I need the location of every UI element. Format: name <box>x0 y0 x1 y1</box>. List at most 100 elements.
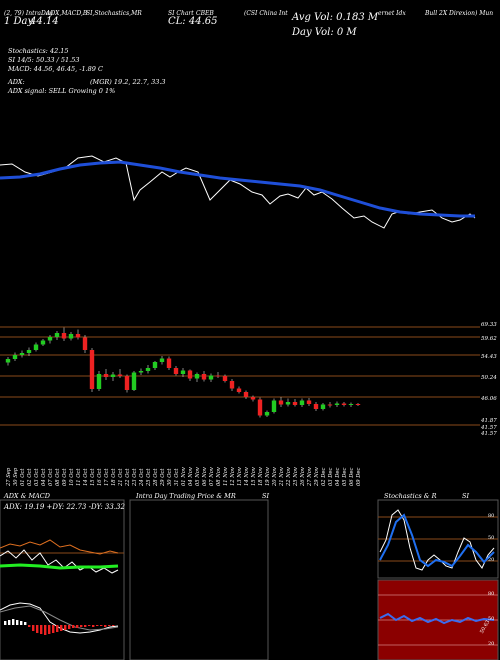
macd-bar <box>68 625 71 629</box>
price-label-4: 50.24 <box>481 375 497 381</box>
macd-bar <box>64 625 67 630</box>
macd-bar <box>104 625 107 627</box>
stochastics-readout: Stochastics: 42.15 <box>8 47 69 55</box>
x-tick-label: 26 Nov <box>300 467 306 487</box>
macd-readout: MACD: 44.56, 46.45, -1.89 C <box>8 65 103 73</box>
x-tick-label: 11 Nov <box>223 467 229 486</box>
candle-group <box>5 327 361 418</box>
macd-bar <box>32 625 35 631</box>
adx-readout-label: ADX: <box>8 78 25 86</box>
x-tick-label: 18 Oct <box>111 468 117 486</box>
candle-body <box>89 350 95 389</box>
macd-bar <box>100 625 103 626</box>
header-part-8: Bull 2X Direxion) Mun <box>425 10 494 17</box>
candle-body <box>124 376 130 390</box>
macd-bar <box>40 625 43 634</box>
candle-body <box>243 392 249 397</box>
price-label-8: 41.57 <box>481 431 497 437</box>
candle-body <box>40 340 46 345</box>
mrsi-title-right: SI <box>262 492 270 500</box>
macd-bar <box>4 621 7 625</box>
stoch-d-line <box>379 513 495 568</box>
x-tick-label: 14 Oct <box>83 468 89 486</box>
candle-body <box>271 400 277 412</box>
candle-body <box>5 359 11 363</box>
candle-body <box>236 388 242 392</box>
macd-bar <box>12 619 15 625</box>
price-label-7: 41.57 <box>481 425 497 431</box>
candle-body <box>110 374 116 377</box>
candle-body <box>26 350 32 353</box>
adx-signal: ADX signal: SELL Growing 0 1% <box>8 87 116 95</box>
candle-body <box>145 368 151 371</box>
candle-body <box>348 404 354 405</box>
macd-bar <box>28 625 31 627</box>
price-label-1: 69.33 <box>481 322 497 328</box>
candle-body <box>327 404 333 406</box>
x-tick-label: 16 Oct <box>97 468 103 486</box>
header-part-1: (2, 79) IntraDay <box>4 10 53 17</box>
x-tick-label: 30 Sep <box>13 467 19 486</box>
candle-body <box>54 333 60 337</box>
candle-body <box>103 374 109 377</box>
mrsi-title-left: Intra Day Trading Price & MR <box>136 492 236 500</box>
adx-panel <box>0 499 125 660</box>
adx-main-line <box>0 563 119 570</box>
candle-body <box>201 374 207 380</box>
candle-body <box>334 403 340 405</box>
candle-body <box>208 375 214 380</box>
candle-body <box>215 375 221 377</box>
x-tick-label: 24 Oct <box>139 468 145 487</box>
candle-body <box>187 370 193 379</box>
candle-body <box>159 358 165 362</box>
candle-body <box>264 412 270 416</box>
x-tick-label: 05 Dec <box>342 468 348 486</box>
candle-body <box>341 403 347 405</box>
x-tick-label: 20 Nov <box>272 467 278 487</box>
candle-body <box>313 404 319 409</box>
candle-body <box>355 404 361 405</box>
macd-bar <box>76 625 79 628</box>
x-tick-label: 25 Nov <box>293 467 299 487</box>
x-tick-label: 01 Nov <box>181 467 187 486</box>
x-tick-label: 07 Oct <box>48 468 54 486</box>
x-tick-label: 15 Nov <box>251 467 257 486</box>
candle-body <box>117 374 123 376</box>
header-part-6: (CSI China Int <box>244 10 288 17</box>
candle-body <box>278 400 284 405</box>
x-tick-label: 29 Oct <box>160 468 166 487</box>
x-tick-label: 21 Oct <box>118 468 124 487</box>
macd-bar <box>8 620 11 625</box>
x-tick-label: 06 Nov <box>202 467 208 486</box>
rsi-label-50: 50 <box>488 616 495 622</box>
x-tick-label: 31 Oct <box>174 468 180 486</box>
candle-body <box>19 353 25 355</box>
candle-body <box>138 371 144 373</box>
macd-bar <box>20 621 23 625</box>
x-tick-label: 04 Nov <box>188 467 194 486</box>
x-tick-label: 15 Oct <box>90 468 96 486</box>
x-tick-label: 28 Oct <box>153 468 159 487</box>
day-label: 1 Day <box>4 16 34 27</box>
candle-body <box>12 355 18 359</box>
macd-bar <box>72 625 75 628</box>
header-part-3: SI,Stochastics,MR <box>86 10 142 17</box>
x-tick-label: 27 Nov <box>307 467 313 487</box>
candle-body <box>131 372 137 390</box>
x-axis-labels: 27 Sep 30 Sep 01 Oct 02 Oct 03 Oct 04 Oct 07 O… <box>6 467 362 487</box>
macd-bar <box>16 620 19 625</box>
macd-bar <box>88 625 91 626</box>
x-tick-label: 30 Oct <box>167 468 173 486</box>
price-label-6: 41.87 <box>481 418 497 424</box>
macd-bar <box>48 625 51 634</box>
close-label: CL: 44.65 <box>168 16 218 27</box>
adx-panel-readout: ADX: 19.19 +DY: 22.73 -DY: 33.32 <box>4 503 125 511</box>
x-tick-label: 12 Nov <box>230 467 236 486</box>
stoch-title-left: Stochastics & R <box>384 492 437 500</box>
avg-vol: Avg Vol: 0.183 M <box>292 12 379 23</box>
stoch-title-right: SI <box>462 492 470 500</box>
x-tick-label: 03 Dec <box>328 468 334 486</box>
stoch-label-20: 20 <box>488 557 495 563</box>
header-part-5: CBEB <box>196 10 214 17</box>
candle-body <box>47 337 53 341</box>
